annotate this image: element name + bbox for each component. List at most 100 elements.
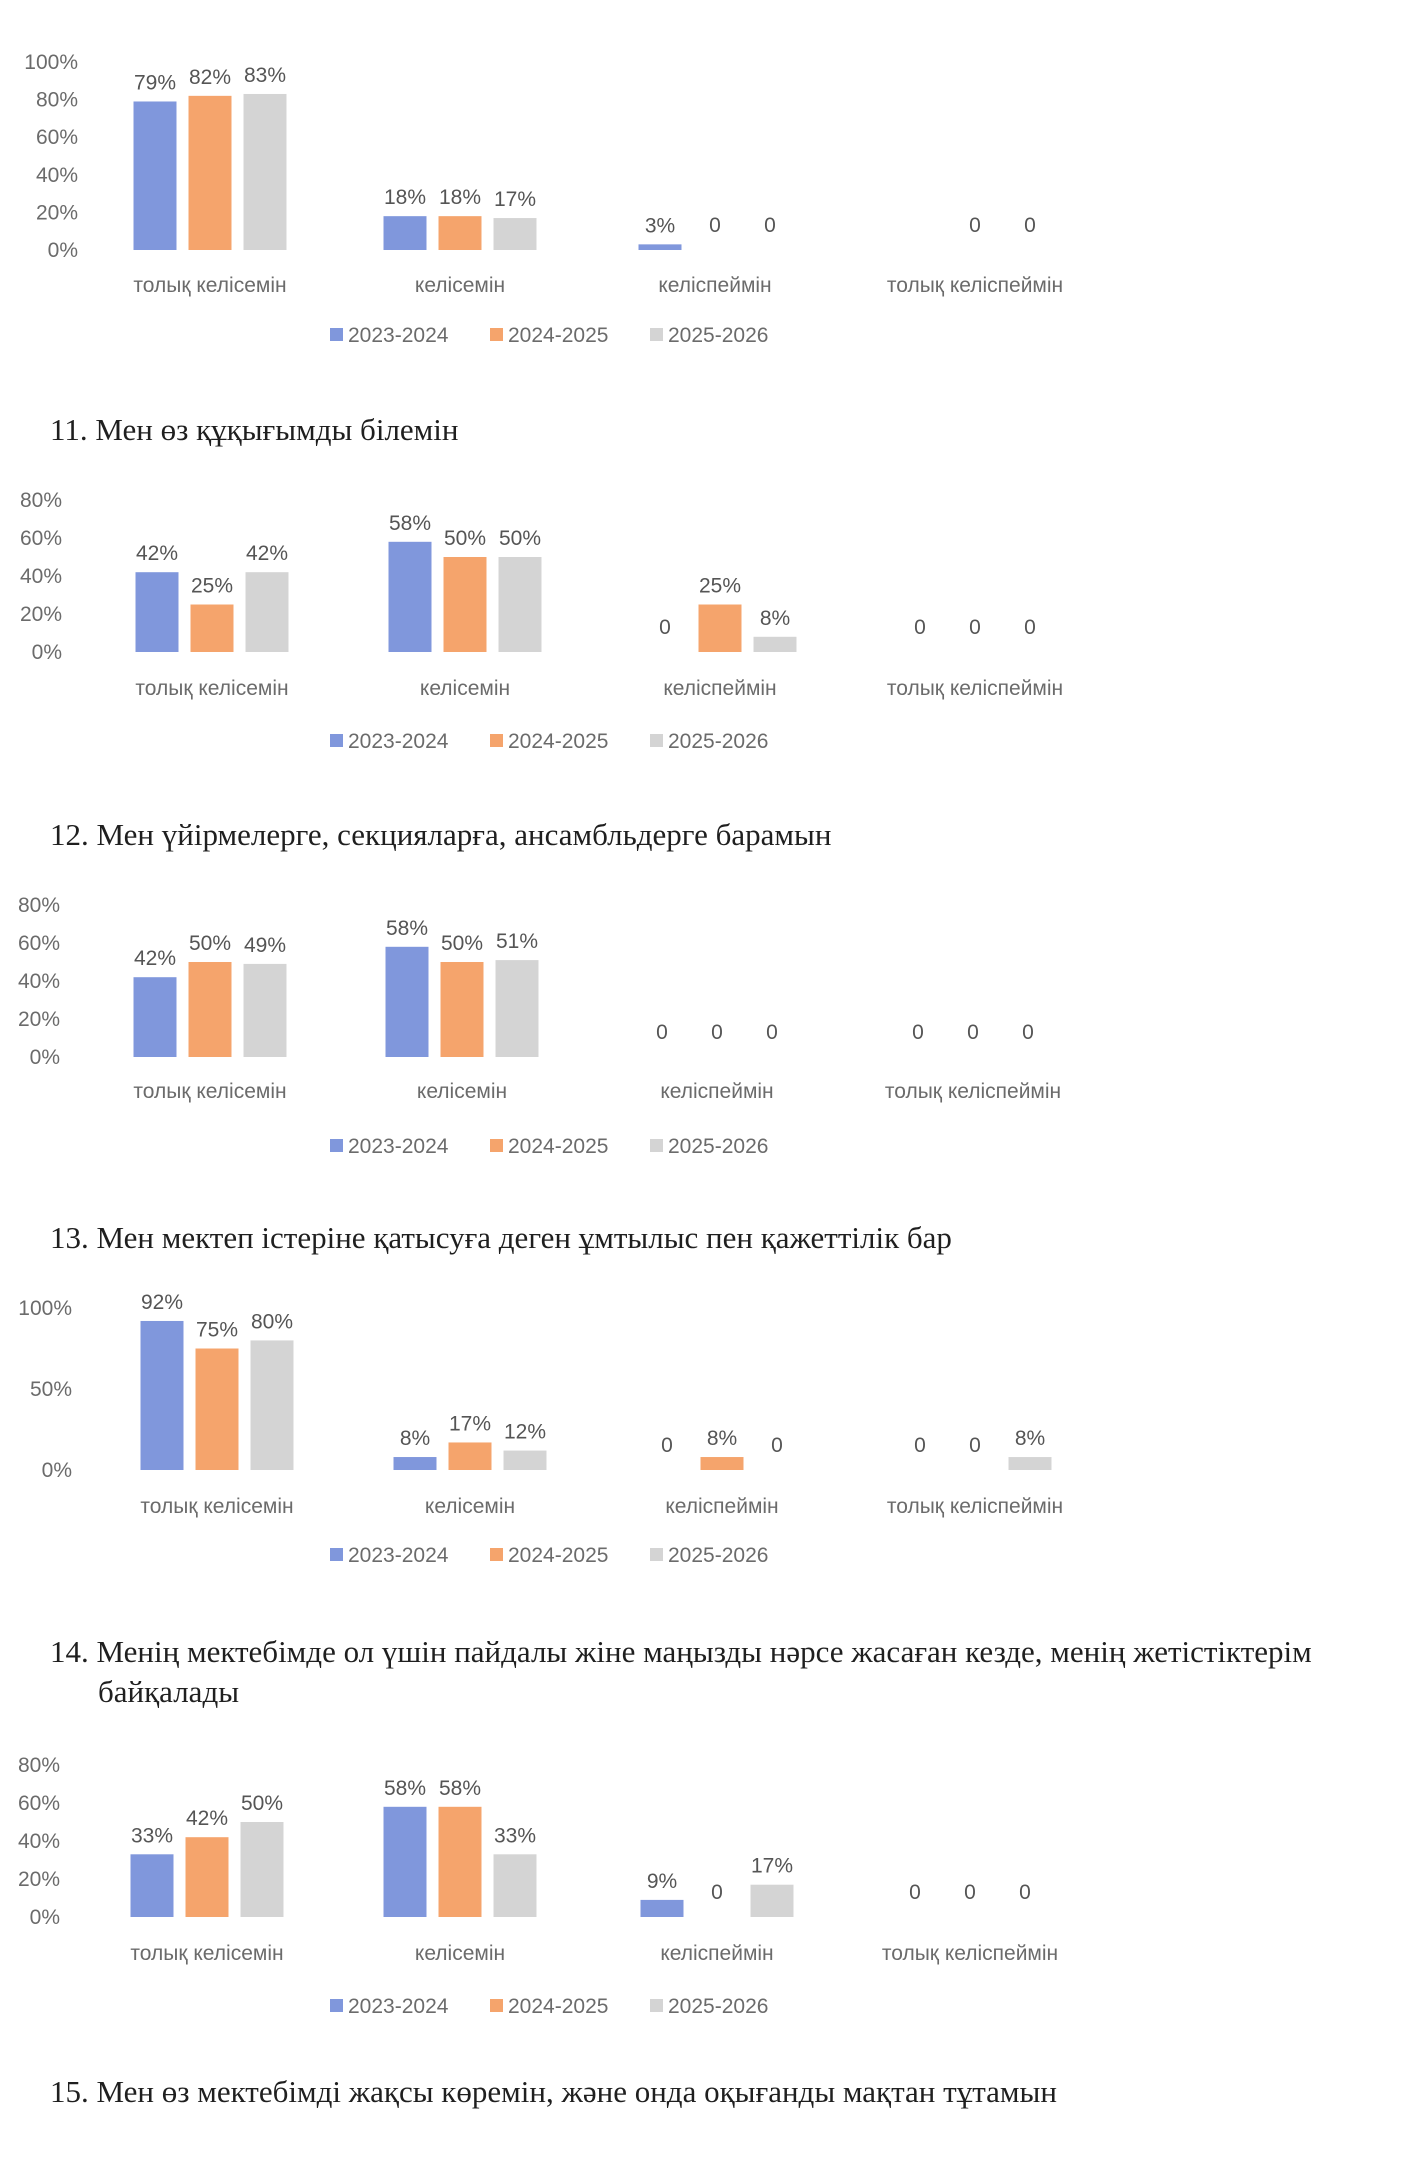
bar-2025-2026	[243, 963, 287, 1057]
bar-2023-2024	[388, 541, 432, 652]
data-label: 0	[1022, 1021, 1034, 1044]
bar-2024-2025	[188, 95, 232, 250]
question-14-line2: байқалады	[98, 1674, 240, 1709]
category-label: толық келіспеймін	[887, 274, 1063, 297]
bar-2023-2024	[130, 1854, 174, 1917]
chart-svg: 80% 60% 40% 20% 0% 33% 58% 9% 0 42% 58% 0 0 50% 33% 17%…	[18, 1754, 1058, 2018]
data-label: 0	[1024, 616, 1036, 639]
bar-2023-2024	[383, 216, 427, 250]
bar-2025-2026	[245, 572, 289, 652]
bar-2025-2026	[493, 1854, 537, 1917]
question-11-title: 11. Мен өз құқығымды білемін	[50, 412, 459, 447]
bar-2025-2026	[493, 218, 537, 250]
bar-2024-2025	[698, 604, 742, 652]
bar-2025-2026	[498, 557, 542, 652]
y-tick-label: 0%	[42, 1459, 72, 1482]
data-label: 18%	[384, 186, 426, 209]
data-label: 3%	[645, 214, 675, 237]
data-label: 8%	[400, 1427, 430, 1450]
data-label: 9%	[647, 1870, 677, 1893]
question-14-line1: 14. Менің мектебімде ол үшін пайдалы жін…	[50, 1634, 1312, 1669]
data-label: 79%	[134, 71, 176, 94]
data-label: 0	[659, 616, 671, 639]
data-label: 0	[766, 1021, 778, 1044]
bar-2023-2024	[383, 1806, 427, 1917]
bar-2024-2025	[440, 962, 484, 1057]
question-15-title: 15. Мен өз мектебімді жақсы көремін, жән…	[50, 2074, 1057, 2109]
legend-swatch	[650, 1548, 663, 1561]
data-label: 0	[967, 1021, 979, 1044]
legend-label: 2023-2024	[348, 324, 449, 347]
chart-q14: 80% 60% 40% 20% 0% 33% 58% 9% 0 42% 58% 0 0 50% 33% 17%…	[0, 1745, 1423, 2035]
question-14-title: 14. Менің мектебімде ол үшін пайдалы жін…	[50, 1632, 1410, 1712]
bar-2024-2025	[438, 216, 482, 250]
legend-label: 2024-2025	[508, 324, 608, 347]
legend-swatch	[490, 1139, 503, 1152]
legend-swatch	[330, 734, 343, 747]
data-label: 33%	[131, 1824, 173, 1847]
legend-swatch	[650, 734, 663, 747]
data-label: 0	[656, 1021, 668, 1044]
y-tick-label: 0%	[30, 1046, 60, 1069]
legend-label: 2023-2024	[348, 1135, 449, 1158]
legend-label: 2024-2025	[508, 1135, 608, 1158]
bar-2025-2026	[240, 1822, 284, 1917]
data-label: 42%	[186, 1807, 228, 1830]
data-label: 83%	[244, 64, 286, 87]
category-label: келіспеймін	[660, 1080, 773, 1103]
y-tick-label: 60%	[36, 126, 78, 149]
y-tick-label: 100%	[18, 1297, 72, 1320]
data-label: 0	[764, 214, 776, 237]
data-label: 18%	[439, 186, 481, 209]
category-label: толық келіспеймін	[887, 677, 1063, 700]
data-label: 8%	[1015, 1427, 1045, 1450]
legend-label: 2023-2024	[348, 1995, 449, 2018]
data-label: 8%	[760, 607, 790, 630]
data-label: 50%	[444, 527, 486, 550]
bar-2023-2024	[385, 946, 429, 1057]
category-label: толық келіспеймін	[887, 1495, 1063, 1518]
data-label: 0	[771, 1434, 783, 1457]
data-label: 75%	[196, 1319, 238, 1342]
data-label: 58%	[389, 512, 431, 535]
data-label: 17%	[751, 1855, 793, 1878]
bar-2025-2026	[495, 960, 539, 1057]
bar-2024-2025	[700, 1457, 744, 1470]
legend-label: 2024-2025	[508, 1544, 608, 1567]
data-label: 25%	[699, 575, 741, 598]
data-label: 92%	[141, 1291, 183, 1314]
data-label: 0	[969, 1434, 981, 1457]
data-label: 0	[711, 1021, 723, 1044]
data-label: 50%	[241, 1792, 283, 1815]
data-label: 42%	[246, 542, 288, 565]
bar-2023-2024	[393, 1457, 437, 1470]
data-label: 58%	[384, 1777, 426, 1800]
y-tick-label: 100%	[24, 51, 78, 74]
legend-swatch	[330, 1548, 343, 1561]
y-tick-label: 20%	[18, 1868, 60, 1891]
data-label: 42%	[134, 947, 176, 970]
question-12-title: 12. Мен үйірмелерге, секцияларға, ансамб…	[50, 817, 832, 852]
data-label: 17%	[449, 1412, 491, 1435]
data-label: 0	[964, 1881, 976, 1904]
legend-swatch	[330, 328, 343, 341]
y-tick-label: 0%	[48, 239, 78, 262]
legend-swatch	[490, 734, 503, 747]
data-label: 0	[1019, 1881, 1031, 1904]
data-label: 17%	[494, 188, 536, 211]
data-label: 50%	[499, 527, 541, 550]
category-label: келіспеймін	[660, 1942, 773, 1965]
category-label: келісемін	[425, 1495, 515, 1518]
bar-2023-2024	[133, 101, 177, 250]
category-label: толық келісемін	[133, 1080, 286, 1103]
legend-swatch	[330, 1139, 343, 1152]
y-tick-label: 60%	[18, 1792, 60, 1815]
chart-q12: 80% 60% 40% 20% 0% 42% 58% 0 0 50% 50% 0 0 49% 51% 0 0 то…	[0, 885, 1423, 1175]
bar-2025-2026	[503, 1450, 547, 1470]
data-label: 12%	[504, 1421, 546, 1444]
chart-q11: 80% 60% 40% 20% 0% 42% 58% 0 0 25% 50% 25% 0 42% 50% 8%…	[0, 480, 1423, 770]
bar-2024-2025	[195, 1348, 239, 1470]
bar-2025-2026	[243, 93, 287, 251]
bar-2023-2024	[140, 1320, 184, 1470]
legend-swatch	[490, 328, 503, 341]
